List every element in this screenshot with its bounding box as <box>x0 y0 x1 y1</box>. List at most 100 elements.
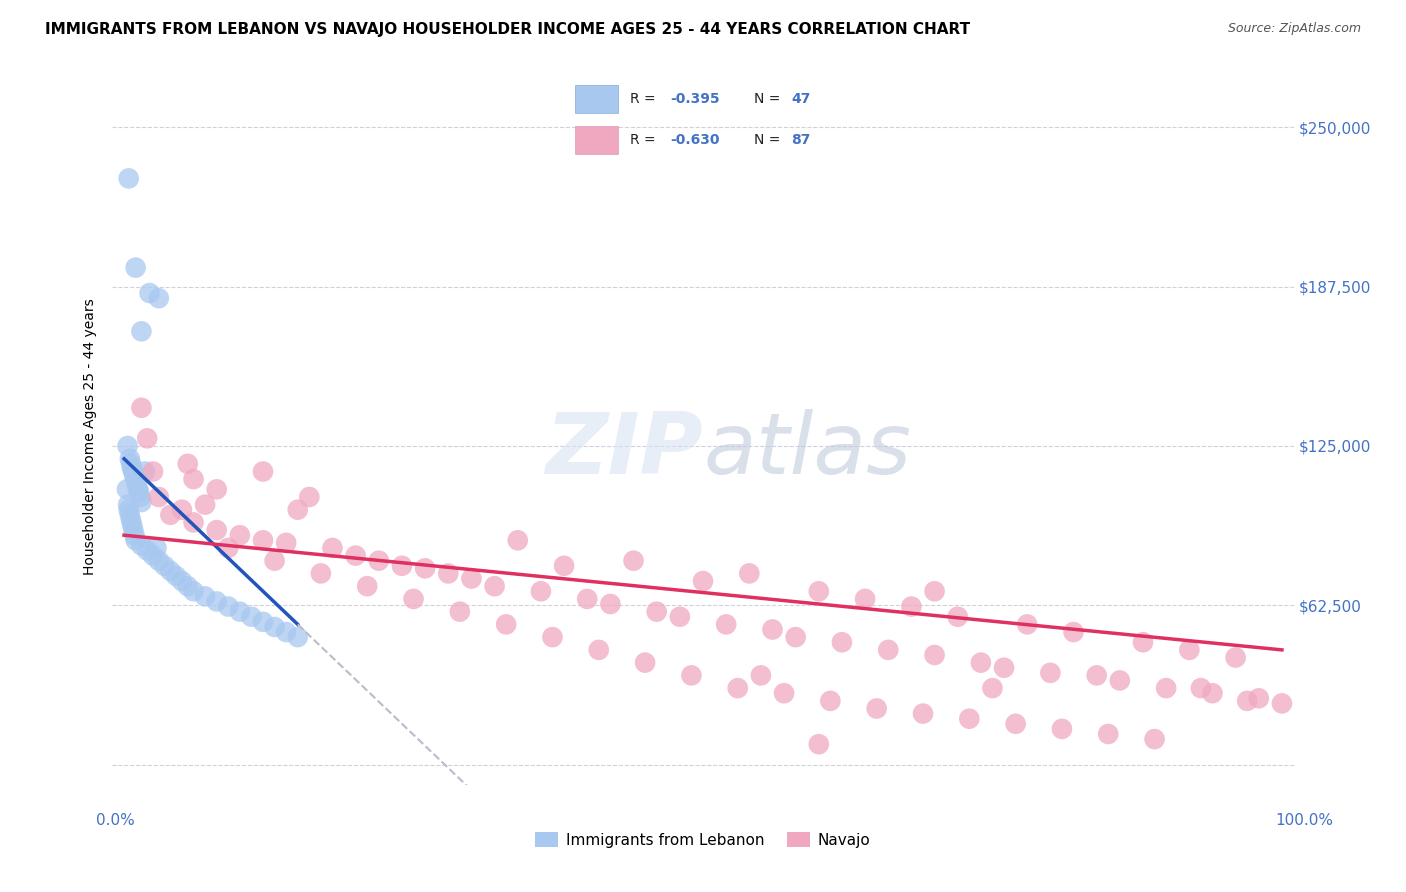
Point <box>217 541 239 555</box>
Point <box>131 495 153 509</box>
Point <box>229 528 252 542</box>
Bar <box>575 85 619 113</box>
Point <box>993 661 1015 675</box>
Point <box>1178 643 1201 657</box>
Point <box>1225 650 1247 665</box>
Point <box>807 737 830 751</box>
Point <box>124 528 146 542</box>
Text: 100.0%: 100.0% <box>1275 814 1333 828</box>
Point <box>263 554 285 568</box>
Point <box>588 643 610 657</box>
Point <box>1097 727 1119 741</box>
Point <box>449 605 471 619</box>
Point <box>576 591 599 606</box>
Point <box>252 615 274 629</box>
Text: Source: ZipAtlas.com: Source: ZipAtlas.com <box>1227 22 1361 36</box>
Point <box>692 574 714 588</box>
Point <box>240 609 263 624</box>
Text: IMMIGRANTS FROM LEBANON VS NAVAJO HOUSEHOLDER INCOME AGES 25 - 44 YEARS CORRELAT: IMMIGRANTS FROM LEBANON VS NAVAJO HOUSEH… <box>45 22 970 37</box>
Point <box>853 591 876 606</box>
Y-axis label: Householder Income Ages 25 - 44 years: Householder Income Ages 25 - 44 years <box>83 299 97 575</box>
Point <box>1189 681 1212 695</box>
Point <box>170 502 193 516</box>
Point <box>128 484 150 499</box>
Point <box>1201 686 1223 700</box>
Point <box>170 574 193 588</box>
Point <box>541 630 564 644</box>
Point <box>749 668 772 682</box>
Point <box>118 502 141 516</box>
Point <box>911 706 934 721</box>
Point <box>136 431 159 445</box>
Point <box>1154 681 1177 695</box>
Point <box>134 465 156 479</box>
Point <box>413 561 436 575</box>
Point <box>831 635 853 649</box>
Point <box>117 439 139 453</box>
Point <box>127 483 149 497</box>
Point <box>205 523 228 537</box>
Text: 47: 47 <box>792 92 811 106</box>
Point <box>530 584 553 599</box>
Point <box>131 401 153 415</box>
Point <box>1017 617 1039 632</box>
Point <box>118 171 141 186</box>
Point <box>159 508 181 522</box>
Point <box>205 594 228 608</box>
Point <box>115 483 138 497</box>
Point <box>681 668 703 682</box>
Point <box>367 554 389 568</box>
Point <box>136 543 159 558</box>
Point <box>1108 673 1130 688</box>
Point <box>506 533 529 548</box>
Point <box>276 625 298 640</box>
Point <box>252 465 274 479</box>
Text: -0.395: -0.395 <box>671 92 720 106</box>
Point <box>276 536 298 550</box>
Point <box>142 465 165 479</box>
Point <box>183 516 205 530</box>
Point <box>807 584 830 599</box>
Point <box>356 579 378 593</box>
Point <box>124 260 146 275</box>
Point <box>1132 635 1154 649</box>
Point <box>1085 668 1108 682</box>
Text: 0.0%: 0.0% <box>96 814 135 828</box>
Point <box>946 609 969 624</box>
Text: 87: 87 <box>792 133 811 147</box>
Text: N =: N = <box>754 133 785 147</box>
Point <box>1063 625 1085 640</box>
Point <box>229 605 252 619</box>
Point <box>761 623 783 637</box>
Point <box>118 508 141 522</box>
Point <box>321 541 343 555</box>
Point <box>924 584 946 599</box>
Point <box>970 656 993 670</box>
Point <box>1143 732 1166 747</box>
Point <box>131 538 153 552</box>
Point <box>217 599 239 614</box>
Point <box>194 590 217 604</box>
Point <box>1271 697 1294 711</box>
Point <box>142 549 165 563</box>
Text: ZIP: ZIP <box>546 409 703 492</box>
Point <box>981 681 1004 695</box>
Point <box>298 490 321 504</box>
Point <box>866 701 889 715</box>
Point <box>287 630 309 644</box>
Text: R =: R = <box>630 92 661 106</box>
Point <box>820 694 842 708</box>
Point <box>877 643 900 657</box>
Point <box>165 569 187 583</box>
Point <box>183 472 205 486</box>
Point <box>118 451 141 466</box>
Point <box>900 599 922 614</box>
Point <box>205 483 228 497</box>
Point <box>177 457 200 471</box>
Point <box>117 498 139 512</box>
Point <box>599 597 621 611</box>
Point <box>309 566 332 581</box>
Point <box>183 584 205 599</box>
Point <box>129 490 152 504</box>
Point <box>1236 694 1258 708</box>
